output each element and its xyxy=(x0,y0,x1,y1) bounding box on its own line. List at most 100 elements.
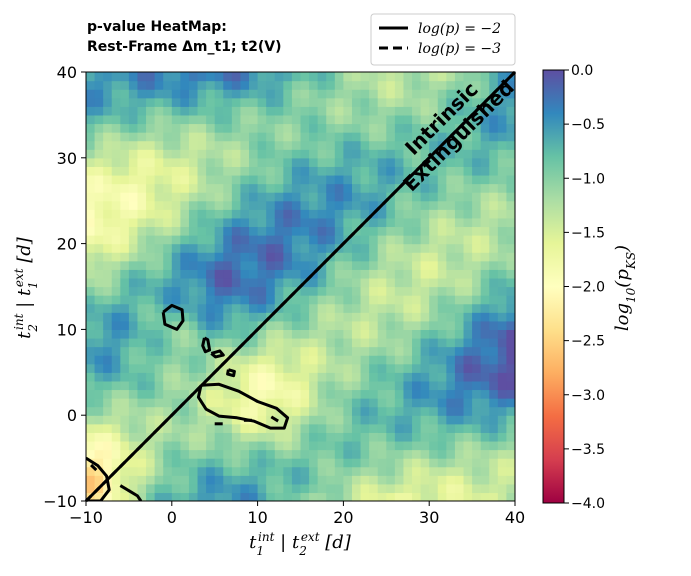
heatmap-cell xyxy=(497,363,508,373)
heatmap-cell xyxy=(309,226,319,236)
heatmap-cell xyxy=(266,389,276,399)
heatmap-cell xyxy=(291,320,302,330)
heatmap-cell xyxy=(214,295,224,305)
heatmap-cell xyxy=(403,423,413,433)
heatmap-cell xyxy=(412,123,422,133)
heatmap-cell xyxy=(412,174,422,185)
heatmap-cell xyxy=(386,149,396,159)
heatmap-cell xyxy=(111,89,121,99)
heatmap-cell xyxy=(163,475,173,485)
heatmap-cell xyxy=(171,132,181,142)
heatmap-cell xyxy=(472,492,482,501)
heatmap-cell xyxy=(480,183,490,193)
heatmap-cell xyxy=(437,226,447,236)
heatmap-cell xyxy=(463,97,473,107)
heatmap-cell xyxy=(386,320,396,330)
heatmap-cell xyxy=(249,440,259,451)
heatmap-cell xyxy=(266,80,276,90)
heatmap-cell xyxy=(223,89,233,99)
heatmap-cell xyxy=(334,209,344,219)
heatmap-cell xyxy=(454,226,465,236)
heatmap-cell xyxy=(360,72,370,82)
heatmap-cell xyxy=(163,235,173,245)
heatmap-cell xyxy=(351,449,362,459)
heatmap-cell xyxy=(223,123,233,133)
heatmap-cell xyxy=(489,192,499,202)
heatmap-cell xyxy=(497,355,508,365)
heatmap-cell xyxy=(94,312,104,322)
heatmap-cell xyxy=(454,72,465,82)
heatmap-cell xyxy=(454,346,465,356)
heatmap-cell xyxy=(128,286,139,296)
heatmap-cell xyxy=(240,80,250,90)
heatmap-cell xyxy=(111,80,121,90)
heatmap-cell xyxy=(326,406,336,416)
heatmap-cell xyxy=(146,295,156,305)
heatmap-cell xyxy=(249,449,259,459)
heatmap-cell xyxy=(283,72,293,82)
heatmap-cell xyxy=(360,440,370,451)
heatmap-cell xyxy=(249,235,259,245)
heatmap-cell xyxy=(351,483,362,494)
heatmap-cell xyxy=(360,372,370,382)
heatmap-cell xyxy=(506,466,515,476)
heatmap-cell xyxy=(317,432,327,442)
heatmap-cell xyxy=(154,97,164,107)
heatmap-cell xyxy=(412,252,422,262)
heatmap-cell xyxy=(377,312,387,322)
heatmap-cell xyxy=(171,157,181,167)
heatmap-cell xyxy=(180,458,190,468)
heatmap-cell xyxy=(343,320,353,330)
heatmap-cell xyxy=(180,329,190,339)
heatmap-cell xyxy=(214,286,224,296)
heatmap-cell xyxy=(137,483,147,494)
x-axis-label: t1int | t2ext [d] xyxy=(249,530,352,558)
heatmap-cell xyxy=(274,329,284,339)
heatmap-cell xyxy=(472,140,482,150)
heatmap-cell xyxy=(206,277,216,288)
heatmap-cell xyxy=(103,114,113,125)
heatmap-cell xyxy=(206,389,216,399)
heatmap-cell xyxy=(94,252,104,262)
heatmap-cell xyxy=(446,398,456,408)
heatmap-cell xyxy=(197,123,207,133)
heatmap-cell xyxy=(171,415,181,425)
heatmap-cell xyxy=(197,89,207,99)
heatmap-cell xyxy=(103,140,113,150)
heatmap-cell xyxy=(257,406,267,416)
heatmap-cell xyxy=(326,157,336,167)
heatmap-cell xyxy=(214,192,224,202)
heatmap-cell xyxy=(180,303,190,313)
heatmap-cell xyxy=(403,295,413,305)
heatmap-cell xyxy=(386,432,396,442)
heatmap-cell xyxy=(429,329,439,339)
heatmap-cell xyxy=(386,277,396,288)
heatmap-cell xyxy=(274,492,284,501)
heatmap-cell xyxy=(137,132,147,142)
heatmap-cell xyxy=(351,312,362,322)
heatmap-cell xyxy=(369,423,379,433)
heatmap-cell xyxy=(206,97,216,107)
heatmap-cell xyxy=(283,303,293,313)
heatmap-cell xyxy=(206,132,216,142)
heatmap-cell xyxy=(300,337,310,348)
heatmap-cell xyxy=(386,483,396,494)
heatmap-cell xyxy=(231,492,242,501)
heatmap-cell xyxy=(489,372,499,382)
heatmap-cell xyxy=(369,183,379,193)
heatmap-cell xyxy=(257,80,267,90)
heatmap-cell xyxy=(403,466,413,476)
heatmap-cell xyxy=(154,209,164,219)
heatmap-cell xyxy=(103,200,113,210)
heatmap-cell xyxy=(128,72,139,82)
heatmap-cell xyxy=(394,355,405,365)
heatmap-cell xyxy=(326,475,336,485)
heatmap-cell xyxy=(369,243,379,253)
heatmap-cell xyxy=(480,200,490,210)
heatmap-cell xyxy=(223,492,233,501)
heatmap-cell xyxy=(489,458,499,468)
heatmap-cell xyxy=(249,243,259,253)
heatmap-cell xyxy=(437,200,447,210)
colorbar-tick-label: −2.5 xyxy=(571,334,605,350)
heatmap-cell xyxy=(240,183,250,193)
